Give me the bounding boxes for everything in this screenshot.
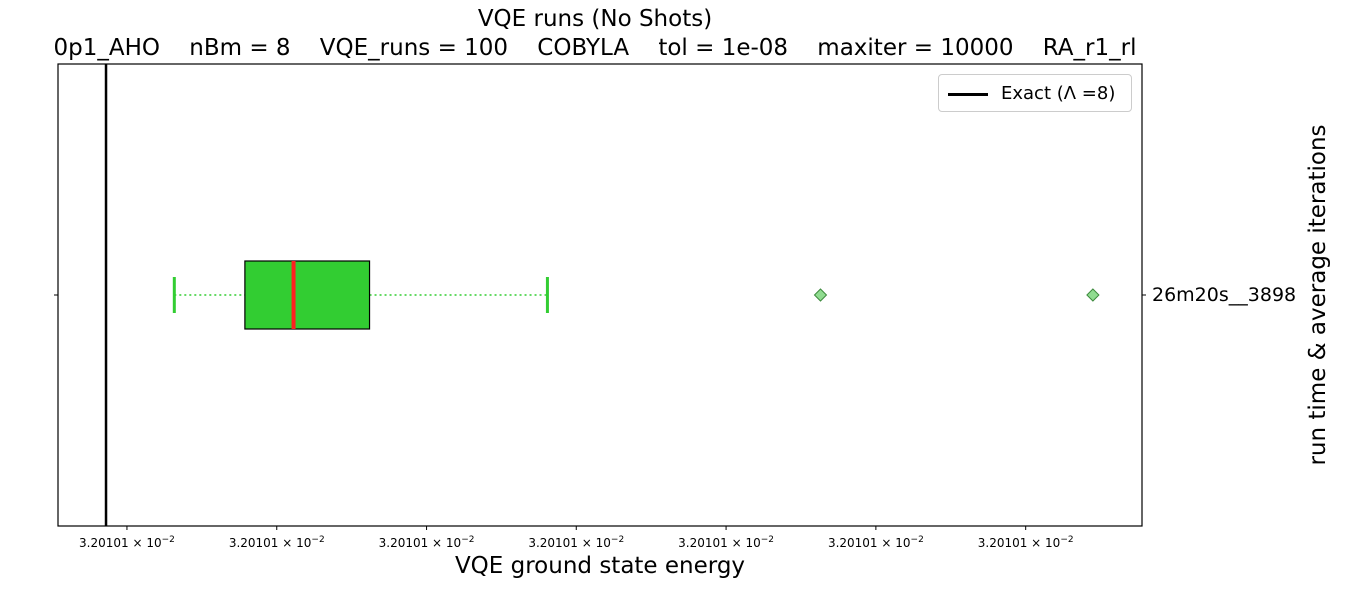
chart-title: VQE runs (No Shots)	[477, 6, 713, 32]
legend-entry-exact: Exact (Λ =8)	[1001, 83, 1116, 104]
legend: Exact (Λ =8)	[938, 74, 1132, 112]
outlier-0-1	[1086, 288, 1100, 302]
y-axis-label: run time & average iterations	[1305, 124, 1331, 466]
y-category-label: 26m20s__3898	[1152, 284, 1297, 306]
box-0	[244, 260, 371, 330]
x-axis-label: VQE ground state energy	[454, 553, 746, 579]
legend-line-marker	[948, 93, 988, 96]
x-tick-label-2: 3.20101 × 10−2	[378, 535, 475, 550]
chart-subtitle: 0p1_AHO nBm = 8 VQE_runs = 100 COBYLA to…	[53, 35, 1137, 61]
outlier-0-0	[813, 288, 828, 302]
x-tick-label-1: 3.20101 × 10−2	[228, 535, 325, 550]
x-tick-label-0: 3.20101 × 10−2	[79, 535, 175, 550]
x-tick-label-3: 3.20101 × 10−2	[528, 535, 625, 550]
x-tick-label-6: 3.20101 × 10−2	[977, 535, 1074, 550]
x-tick-label-4: 3.20101 × 10−2	[678, 535, 774, 550]
x-tick-label-5: 3.20101 × 10−2	[827, 535, 924, 550]
